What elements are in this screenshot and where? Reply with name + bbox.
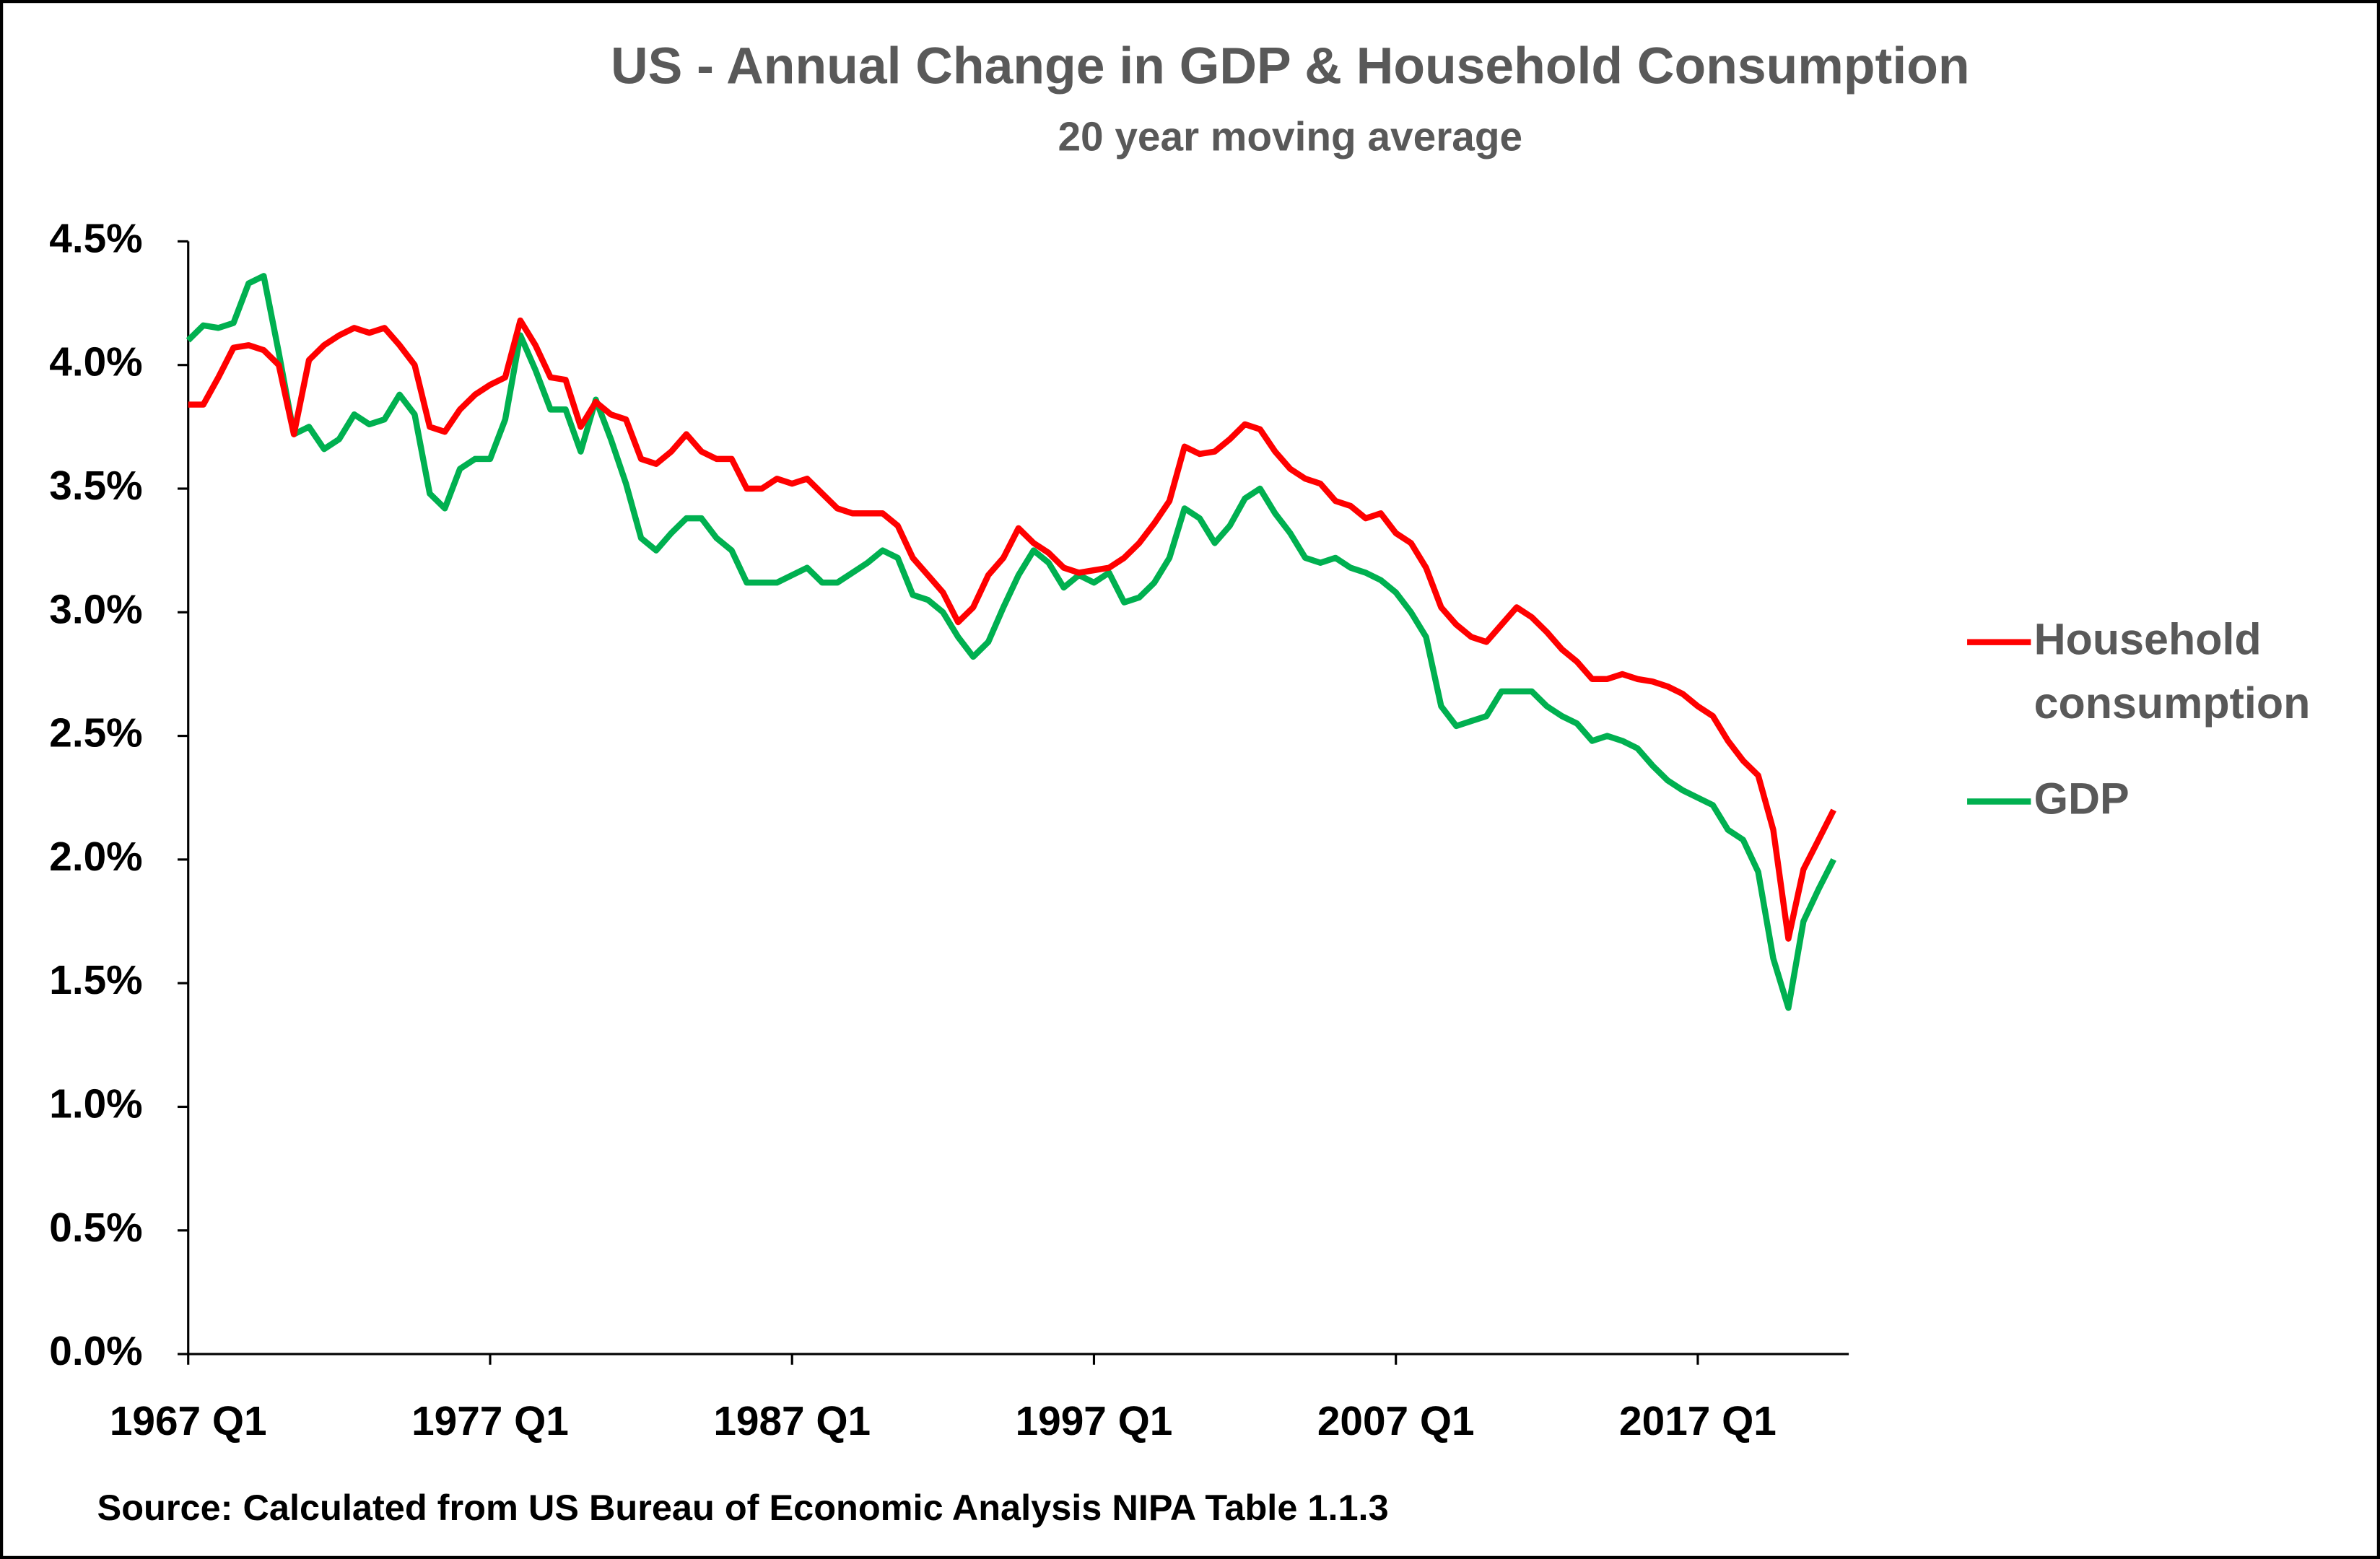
x-tick-label: 2017 Q1 xyxy=(1619,1399,1777,1444)
y-tick-label: 0.0% xyxy=(49,1329,142,1374)
legend-entry: Household consumption xyxy=(2034,616,2311,729)
x-tick-label: 1987 Q1 xyxy=(713,1399,871,1444)
y-tick-label: 3.5% xyxy=(49,463,142,509)
y-tick-label: 1.0% xyxy=(49,1081,142,1127)
x-tick-label: 2007 Q1 xyxy=(1317,1399,1475,1444)
legend-label: GDP xyxy=(2034,775,2130,825)
legend-entry: GDP xyxy=(2034,775,2130,825)
y-tick-label: 1.5% xyxy=(49,958,142,1003)
source-note: Source: Calculated from US Bureau of Eco… xyxy=(97,1487,1389,1528)
y-tick-label: 2.0% xyxy=(49,834,142,880)
y-tick-label: 2.5% xyxy=(49,711,142,756)
chart-title: US - Annual Change in GDP & Household Co… xyxy=(611,38,1970,95)
y-tick-label: 4.0% xyxy=(49,340,142,385)
chart-subtitle: 20 year moving average xyxy=(1058,114,1522,160)
series-line xyxy=(186,273,1836,1011)
y-tick-label: 3.0% xyxy=(49,587,142,632)
legend-label: Household consumption xyxy=(2034,616,2311,729)
y-tick-label: 0.5% xyxy=(49,1205,142,1251)
y-tick-label: 4.5% xyxy=(49,216,142,261)
x-tick-label: 1977 Q1 xyxy=(411,1399,569,1444)
x-tick-label: 1997 Q1 xyxy=(1016,1399,1173,1444)
series-line xyxy=(188,317,1836,942)
x-tick-label: 1967 Q1 xyxy=(110,1399,267,1444)
